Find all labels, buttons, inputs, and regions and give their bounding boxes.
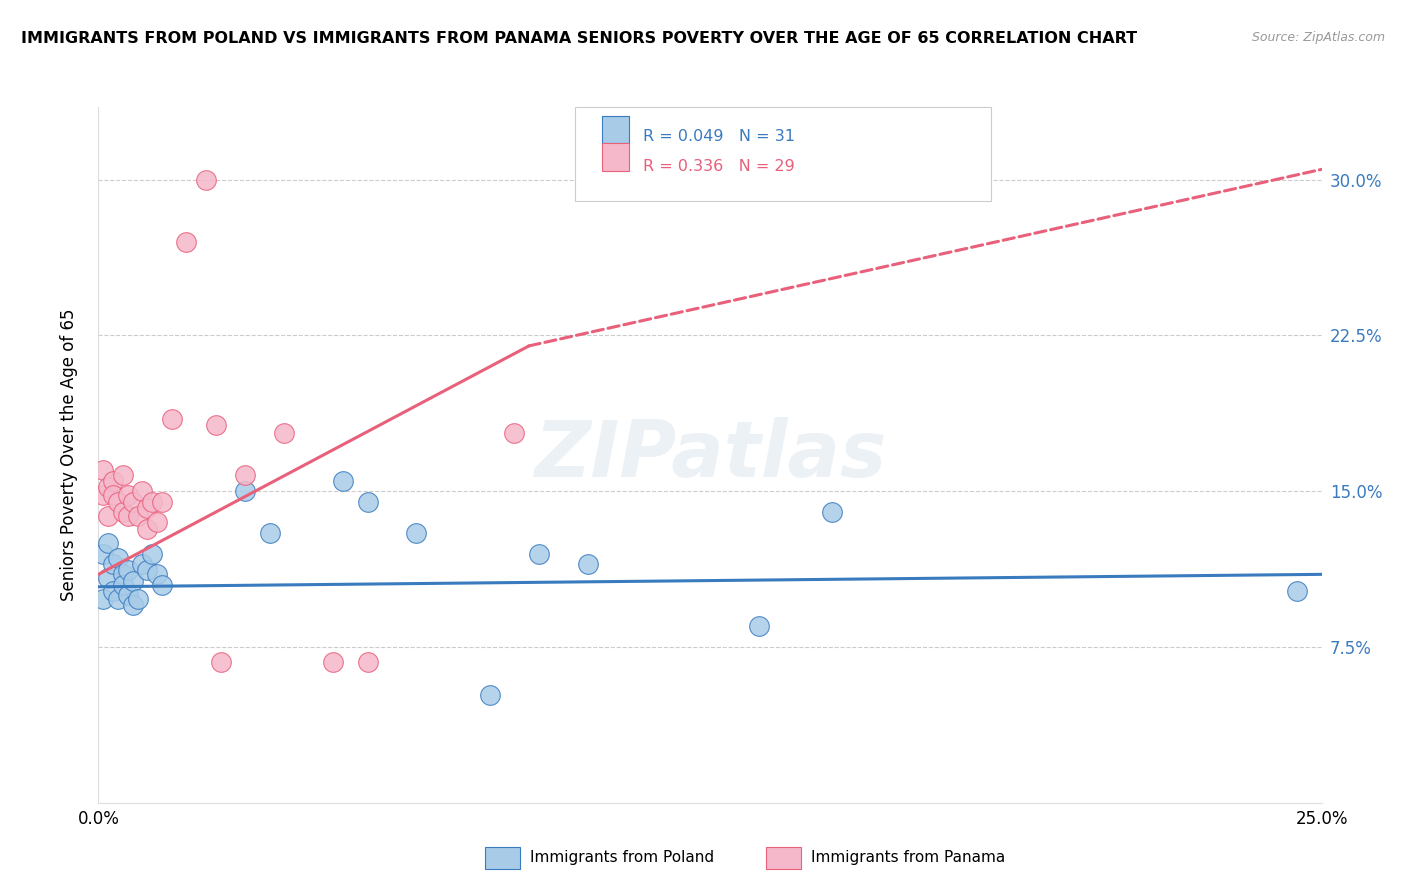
Point: [146, 516, 169, 530]
Text: ZIPatlas: ZIPatlas: [534, 417, 886, 493]
Point: [91, 488, 114, 502]
Point: [117, 488, 139, 502]
Point: [91, 547, 114, 561]
Text: Immigrants from Poland: Immigrants from Poland: [530, 850, 714, 864]
Point: [136, 563, 159, 577]
Point: [127, 509, 149, 524]
Point: [136, 500, 159, 515]
Point: [356, 655, 378, 669]
Point: [121, 599, 143, 613]
Point: [195, 172, 218, 186]
Point: [91, 463, 114, 477]
Point: [117, 563, 139, 577]
Point: [121, 574, 143, 588]
Point: [117, 588, 139, 602]
Point: [405, 525, 427, 540]
Point: [91, 592, 114, 607]
Text: Immigrants from Panama: Immigrants from Panama: [811, 850, 1005, 864]
Point: [111, 505, 134, 519]
Point: [1286, 584, 1309, 599]
Point: [273, 426, 295, 441]
Point: [111, 467, 134, 482]
Point: [821, 505, 844, 519]
Point: [131, 557, 153, 571]
Point: [127, 592, 149, 607]
Point: [107, 592, 129, 607]
Point: [146, 567, 169, 582]
Point: [97, 536, 120, 550]
Point: [150, 578, 173, 592]
Point: [576, 557, 599, 571]
Text: IMMIGRANTS FROM POLAND VS IMMIGRANTS FROM PANAMA SENIORS POVERTY OVER THE AGE OF: IMMIGRANTS FROM POLAND VS IMMIGRANTS FRO…: [21, 31, 1137, 46]
Point: [136, 522, 159, 536]
Point: [111, 578, 134, 592]
Point: [150, 494, 173, 508]
Text: R = 0.336   N = 29: R = 0.336 N = 29: [643, 159, 794, 174]
Point: [209, 655, 232, 669]
Text: Source: ZipAtlas.com: Source: ZipAtlas.com: [1251, 31, 1385, 45]
Point: [107, 550, 129, 565]
Y-axis label: Seniors Poverty Over the Age of 65: Seniors Poverty Over the Age of 65: [59, 309, 77, 601]
Bar: [602, 116, 630, 144]
Point: [101, 584, 124, 599]
FancyBboxPatch shape: [575, 107, 991, 201]
Point: [356, 494, 378, 508]
Point: [121, 494, 143, 508]
Point: [233, 484, 256, 499]
Point: [141, 494, 163, 508]
Point: [101, 488, 124, 502]
Point: [332, 474, 354, 488]
Point: [101, 474, 124, 488]
Point: [97, 572, 120, 586]
Point: [97, 480, 120, 494]
Point: [117, 509, 139, 524]
Point: [101, 557, 124, 571]
Point: [322, 655, 344, 669]
Point: [233, 467, 256, 482]
Point: [111, 567, 134, 582]
Bar: [602, 144, 630, 171]
Point: [503, 426, 526, 441]
Point: [259, 525, 281, 540]
Text: R = 0.049   N = 31: R = 0.049 N = 31: [643, 129, 794, 145]
Point: [141, 547, 163, 561]
Point: [478, 688, 501, 702]
Point: [205, 417, 228, 432]
Point: [748, 619, 770, 633]
Point: [107, 494, 129, 508]
Point: [160, 411, 183, 425]
Point: [527, 547, 550, 561]
Point: [176, 235, 198, 249]
Point: [97, 509, 120, 524]
Point: [131, 484, 153, 499]
